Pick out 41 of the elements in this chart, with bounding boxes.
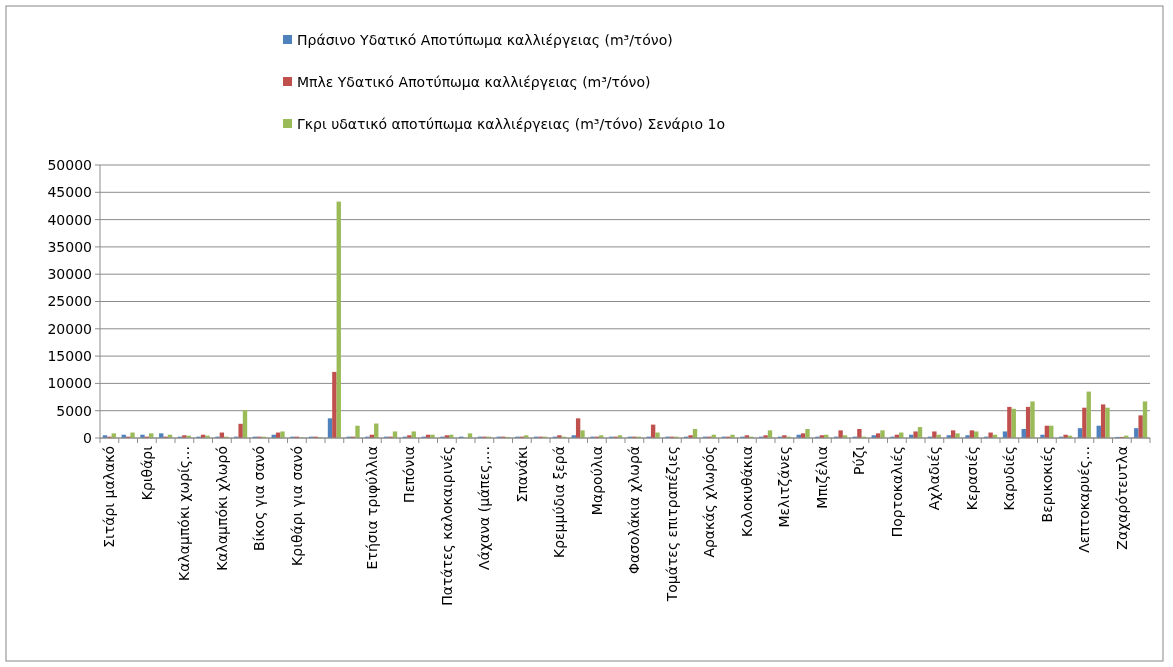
x-tick-label: Αχλαδιές <box>926 446 943 511</box>
x-tick-label: Λεπτοκαρυές… <box>1076 446 1093 553</box>
legend-label: Γκρι υδατικό αποτύπωμα καλλιέργειας (m³/τόνο) Σενάριο 1ο <box>297 115 725 132</box>
x-tick-label: Μαρούλια <box>588 446 605 516</box>
x-tick-label: Ζαχαρότευτλα <box>1113 446 1130 550</box>
y-tick-label: 45000 <box>47 184 92 201</box>
x-tick-label: Λάχανα (μάπες,… <box>476 446 493 570</box>
x-tick-label: Πεπόνια <box>401 446 418 503</box>
x-tick-label: Κριθάρι για σανό <box>288 446 305 566</box>
x-tick-label: Καρυδιές <box>1001 446 1018 511</box>
y-tick-label: 50000 <box>47 156 92 173</box>
x-tick-label: Ετήσια τριφύλλια <box>363 446 380 570</box>
x-tick-label: Ρύζι <box>851 445 868 475</box>
x-tick-label: Σπανάκι <box>513 445 530 503</box>
legend-label: Μπλε Υδατικό Αποτύπωμα καλλιέργειας (m³/τόνο) <box>297 73 651 90</box>
x-tick-label: Καλαμπόκι χωρίς… <box>176 446 193 581</box>
x-tick-label: Πορτοκαλιές <box>888 446 905 538</box>
x-tick-label: Μελιτζάνες <box>776 446 793 528</box>
x-tick-label: Φασολάκια χλωρά <box>626 446 643 575</box>
y-tick-label: 0 <box>83 429 92 446</box>
x-tick-label: Κρεμμύδια ξερά <box>551 446 568 559</box>
x-tick-label: Πατάτες καλοκαιρινές <box>438 446 455 606</box>
x-tick-label: Τομάτες επιτραπέζιες <box>663 446 680 603</box>
y-tick-label: 35000 <box>47 238 92 255</box>
y-tick-label: 30000 <box>47 266 92 283</box>
y-tick-label: 40000 <box>47 211 92 228</box>
x-tick-label: Καλαμπόκι χλωρό <box>213 446 230 571</box>
x-tick-label: Σιτάρι μαλακό <box>101 446 118 548</box>
x-tick-label: Κριθάρι <box>138 445 155 501</box>
legend-label: Πράσινο Υδατικό Αποτύπωμα καλλιέργειας (m³/τόνο) <box>297 31 673 48</box>
y-tick-label: 20000 <box>47 320 92 337</box>
y-tick-label: 5000 <box>56 402 92 419</box>
y-tick-label: 15000 <box>47 348 92 364</box>
x-tick-label: Αρακάς χλωρός <box>701 446 718 558</box>
y-tick-label: 25000 <box>47 293 92 310</box>
x-tick-label: Βερικοκιές <box>1038 446 1055 523</box>
x-tick-label: Βίκος για σανό <box>251 446 268 552</box>
y-tick-label: 10000 <box>47 375 92 392</box>
x-tick-label: Κερασιές <box>963 446 980 511</box>
x-tick-label: Μπιζέλια <box>813 446 830 509</box>
x-tick-label: Κολοκυθάκια <box>738 446 755 537</box>
